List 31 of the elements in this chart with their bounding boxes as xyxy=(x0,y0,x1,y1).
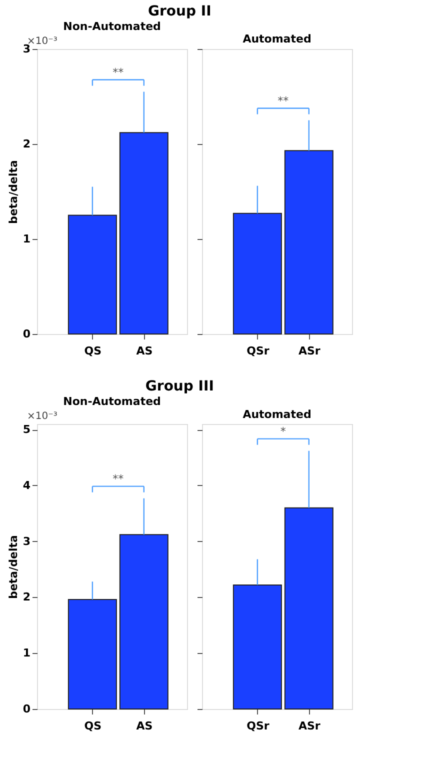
chart-title: Group II xyxy=(148,4,212,20)
y-tick-label: 1 xyxy=(22,646,30,660)
x-tick-label: QS xyxy=(84,720,102,732)
x-tick-label: ASr xyxy=(298,720,321,732)
x-tick-label: QSr xyxy=(246,344,270,358)
chart-subtitle: Non-Automated xyxy=(63,20,161,33)
chart-subtitle: Automated xyxy=(242,408,312,421)
chart-subtitle: Automated xyxy=(242,32,312,46)
y-axis-title: beta/delta xyxy=(6,160,20,224)
chart-subtitle: Non-Automated xyxy=(63,395,161,408)
annotation: ** xyxy=(112,472,124,486)
annotation: ** xyxy=(278,94,290,108)
y-tick-label: 2 xyxy=(22,590,30,604)
annotation: ** xyxy=(112,66,124,79)
y-axis-title: beta/delta xyxy=(6,535,20,599)
y-tick-label: 4 xyxy=(22,478,31,492)
y-tick-label: 3 xyxy=(22,42,30,56)
y-tick-label: 0 xyxy=(22,702,31,716)
text: ×10⁻³ xyxy=(27,411,58,422)
y-tick-label: 1 xyxy=(22,232,30,246)
x-tick-label: QS xyxy=(84,344,102,358)
y-tick-label: 5 xyxy=(22,423,30,436)
x-tick-label: AS xyxy=(136,344,153,358)
chart-title: Group III xyxy=(145,378,214,394)
y-tick-label: 0 xyxy=(22,328,31,340)
x-tick-label: QSr xyxy=(246,720,270,732)
x-tick-label: ASr xyxy=(298,344,321,358)
x-tick-label: AS xyxy=(136,720,153,732)
y-tick-label: 3 xyxy=(22,534,30,548)
y-tick-label: 2 xyxy=(22,138,30,150)
annotation: * xyxy=(280,424,286,438)
